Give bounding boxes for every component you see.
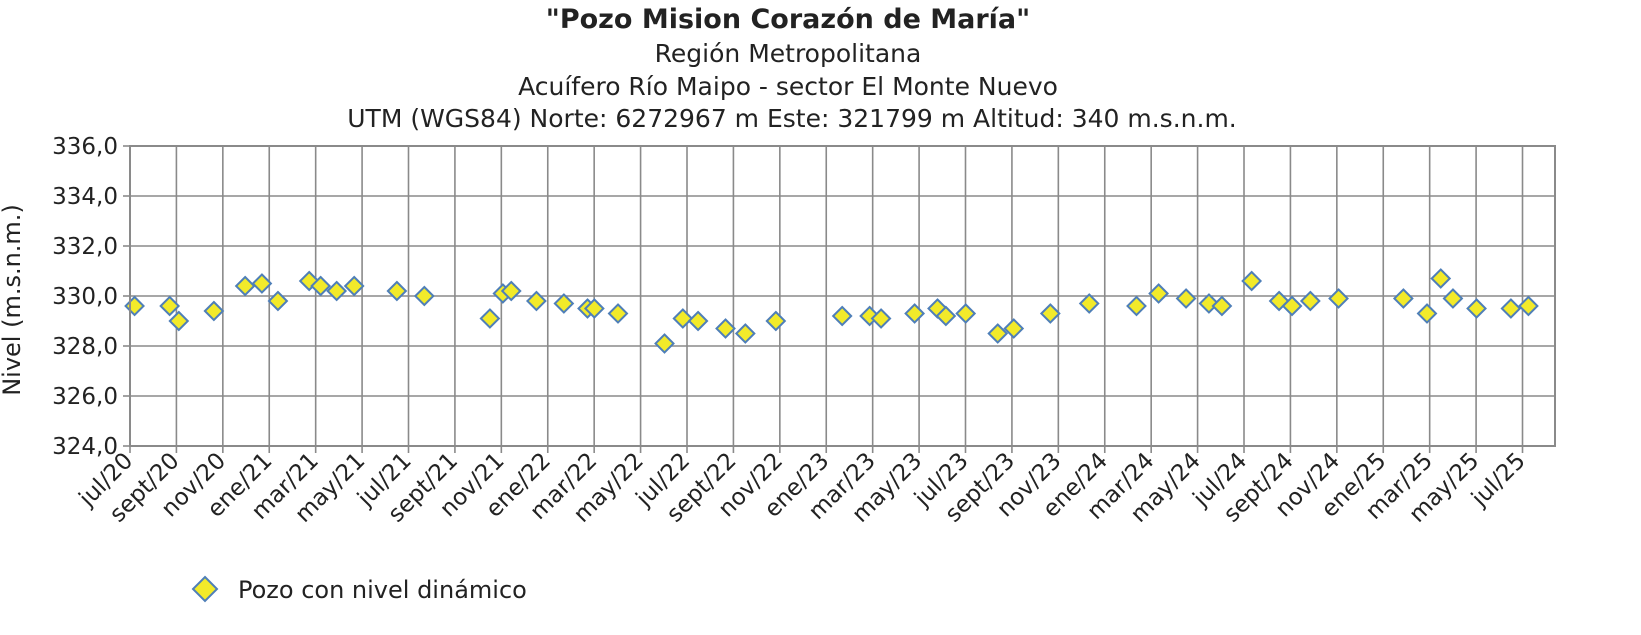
data-point-diamond	[583, 298, 605, 319]
data-point-diamond	[525, 290, 547, 312]
data-point-diamond	[904, 303, 926, 324]
data-point-diamond	[1392, 288, 1414, 309]
y-tick-label: 336,0	[52, 134, 118, 160]
data-point-diamond	[987, 323, 1009, 344]
data-point-diamond	[1078, 293, 1100, 314]
data-point-diamond	[607, 303, 629, 324]
y-tick-label: 332,0	[52, 234, 118, 260]
data-point-diamond	[168, 310, 190, 332]
data-point-diamond	[1416, 303, 1438, 324]
plot-frame	[129, 145, 1556, 447]
legend-diamond-icon	[191, 575, 219, 603]
data-point-diamond	[1039, 303, 1061, 324]
data-point-diamond	[234, 275, 256, 297]
data-point-diamond	[1430, 268, 1452, 289]
data-point-diamond	[734, 323, 756, 344]
data-point-diamond	[298, 270, 320, 292]
chart-subtitle-coordinates: UTM (WGS84) Norte: 6272967 m Este: 32179…	[347, 104, 1237, 133]
data-point-diamond	[1518, 295, 1539, 317]
data-point-diamond	[1175, 288, 1197, 309]
data-point-diamond	[159, 295, 181, 317]
data-point-diamond	[1299, 290, 1321, 312]
data-point-diamond	[715, 318, 736, 339]
data-point-diamond	[479, 308, 501, 329]
data-point-diamond	[326, 280, 348, 302]
data-point-diamond	[203, 300, 225, 322]
data-point-diamond	[1126, 295, 1147, 317]
legend: Pozo con nivel dinámico	[191, 575, 527, 604]
data-point-diamond	[672, 308, 694, 329]
y-axis-ticks: 324,0 326,0 328,0 330,0 332,0 334,0 336,0	[52, 134, 130, 460]
chart-subtitle-aquifer: Acuífero Río Maipo - sector El Monte Nue…	[518, 72, 1058, 101]
data-point-diamond	[1148, 283, 1170, 304]
data-point-diamond	[1281, 295, 1303, 317]
y-tick-label: 328,0	[52, 334, 118, 360]
y-axis-label: Nivel (m.s.n.m.)	[0, 204, 26, 396]
data-point-diamond	[413, 285, 435, 307]
data-point-diamond	[124, 295, 145, 317]
data-point-diamond	[1500, 298, 1522, 319]
data-point-diamond	[386, 280, 408, 302]
legend-label: Pozo con nivel dinámico	[238, 576, 527, 604]
data-point-diamond	[955, 303, 977, 324]
data-point-diamond	[1198, 293, 1220, 314]
data-point-diamond	[251, 273, 273, 294]
data-point-diamond	[1442, 288, 1464, 309]
data-point-diamond	[1003, 318, 1025, 339]
data-point-diamond	[1328, 288, 1349, 309]
y-tick-label: 330,0	[52, 284, 118, 310]
y-tick-label: 324,0	[52, 434, 118, 460]
data-point-diamond	[343, 275, 365, 297]
data-point-diamond	[765, 310, 787, 332]
chart-title: "Pozo Mision Corazón de María"	[546, 4, 1030, 35]
x-tick-label: jul/25	[1466, 448, 1531, 513]
data-point-diamond	[267, 290, 289, 312]
data-point-diamond	[500, 280, 522, 302]
y-tick-label: 334,0	[52, 184, 118, 210]
data-point-diamond	[870, 308, 892, 329]
data-point-diamond	[654, 333, 675, 354]
data-point-diamond	[1211, 295, 1233, 317]
grid	[129, 145, 1555, 447]
y-tick-label: 326,0	[52, 384, 118, 410]
chart-subtitle-region: Región Metropolitana	[655, 39, 922, 68]
data-point-diamond	[1466, 298, 1487, 319]
data-point-diamond	[1241, 270, 1263, 292]
data-point-diamond	[935, 305, 957, 327]
data-points	[124, 268, 1539, 354]
x-axis-ticks: jul/20sept/20nov/20ene/21mar/21may/21jul…	[74, 446, 1531, 528]
data-point-diamond	[831, 305, 853, 327]
data-point-diamond	[310, 275, 332, 297]
data-point-diamond	[553, 293, 575, 314]
data-point-diamond	[687, 310, 709, 332]
